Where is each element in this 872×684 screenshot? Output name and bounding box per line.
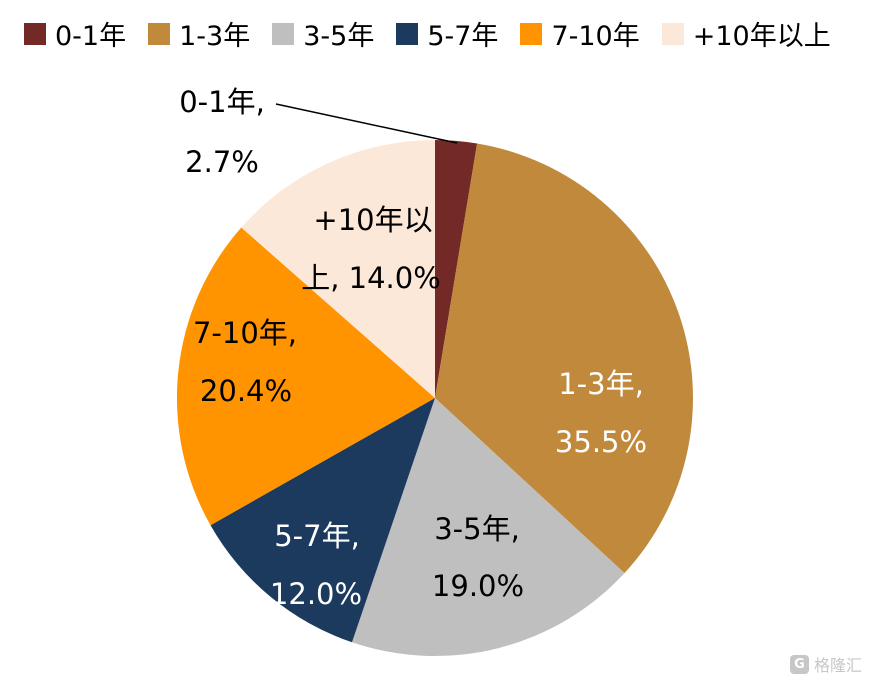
label-7-10y-line2: 20.4% bbox=[200, 374, 292, 408]
chart-legend: 0-1年 1-3年 3-5年 5-7年 7-10年 +10年以上 bbox=[24, 14, 831, 53]
legend-item-3-5y: 3-5年 bbox=[272, 14, 374, 53]
label-10y-plus-line1: +10年以 bbox=[313, 203, 432, 237]
label-0-1y-line1: 0-1年, bbox=[179, 85, 265, 119]
pie-slices bbox=[176, 139, 693, 657]
label-1-3y-line2: 35.5% bbox=[555, 425, 647, 459]
legend-label-1-3y: 1-3年 bbox=[179, 21, 251, 52]
watermark: G 格隆汇 bbox=[789, 652, 862, 676]
pie-slice-+10年以上 bbox=[241, 139, 435, 398]
pie-slice-7-10年 bbox=[176, 227, 435, 526]
legend-swatch-1-3y bbox=[148, 22, 171, 45]
pie-slice-3-5年 bbox=[352, 398, 625, 657]
label-5-7y-line2: 12.0% bbox=[270, 577, 362, 611]
pie-data-labels: 0-1年, 2.7% 1-3年, 35.5% 3-5年, 19.0% 5-7年,… bbox=[179, 85, 647, 611]
legend-item-7-10y: 7-10年 bbox=[520, 14, 640, 53]
label-10y-plus-line2: 上, 14.0% bbox=[301, 261, 441, 295]
legend-swatch-10y-plus bbox=[661, 22, 684, 45]
pie-slice-0-1年 bbox=[435, 140, 478, 398]
legend-label-3-5y: 3-5年 bbox=[303, 21, 375, 52]
gelonghui-logo-icon: G bbox=[789, 654, 809, 674]
legend-label-5-7y: 5-7年 bbox=[427, 21, 499, 52]
legend-label-0-1y: 0-1年 bbox=[55, 21, 127, 52]
legend-swatch-7-10y bbox=[520, 22, 543, 45]
pie-slice-1-3年 bbox=[435, 143, 693, 574]
label-3-5y-line2: 19.0% bbox=[432, 569, 524, 603]
legend-swatch-3-5y bbox=[272, 22, 295, 45]
label-3-5y-line1: 3-5年, bbox=[434, 512, 520, 546]
legend-label-10y-plus: +10年以上 bbox=[692, 21, 831, 52]
label-1-3y-line1: 1-3年, bbox=[558, 367, 644, 401]
label-leader-line bbox=[275, 103, 458, 144]
label-0-1y-line2: 2.7% bbox=[185, 145, 259, 179]
pie-slice-5-7年 bbox=[210, 398, 435, 643]
legend-swatch-0-1y bbox=[24, 22, 46, 45]
legend-label-7-10y: 7-10年 bbox=[551, 21, 640, 52]
label-5-7y-line1: 5-7年, bbox=[274, 519, 360, 553]
legend-item-0-1y: 0-1年 bbox=[24, 14, 126, 53]
legend-item-5-7y: 5-7年 bbox=[396, 14, 498, 53]
legend-swatch-5-7y bbox=[396, 22, 419, 45]
legend-item-10y-plus: +10年以上 bbox=[661, 14, 831, 53]
watermark-text: 格隆汇 bbox=[813, 656, 862, 675]
label-7-10y-line1: 7-10年, bbox=[193, 316, 297, 350]
legend-item-1-3y: 1-3年 bbox=[148, 14, 250, 53]
